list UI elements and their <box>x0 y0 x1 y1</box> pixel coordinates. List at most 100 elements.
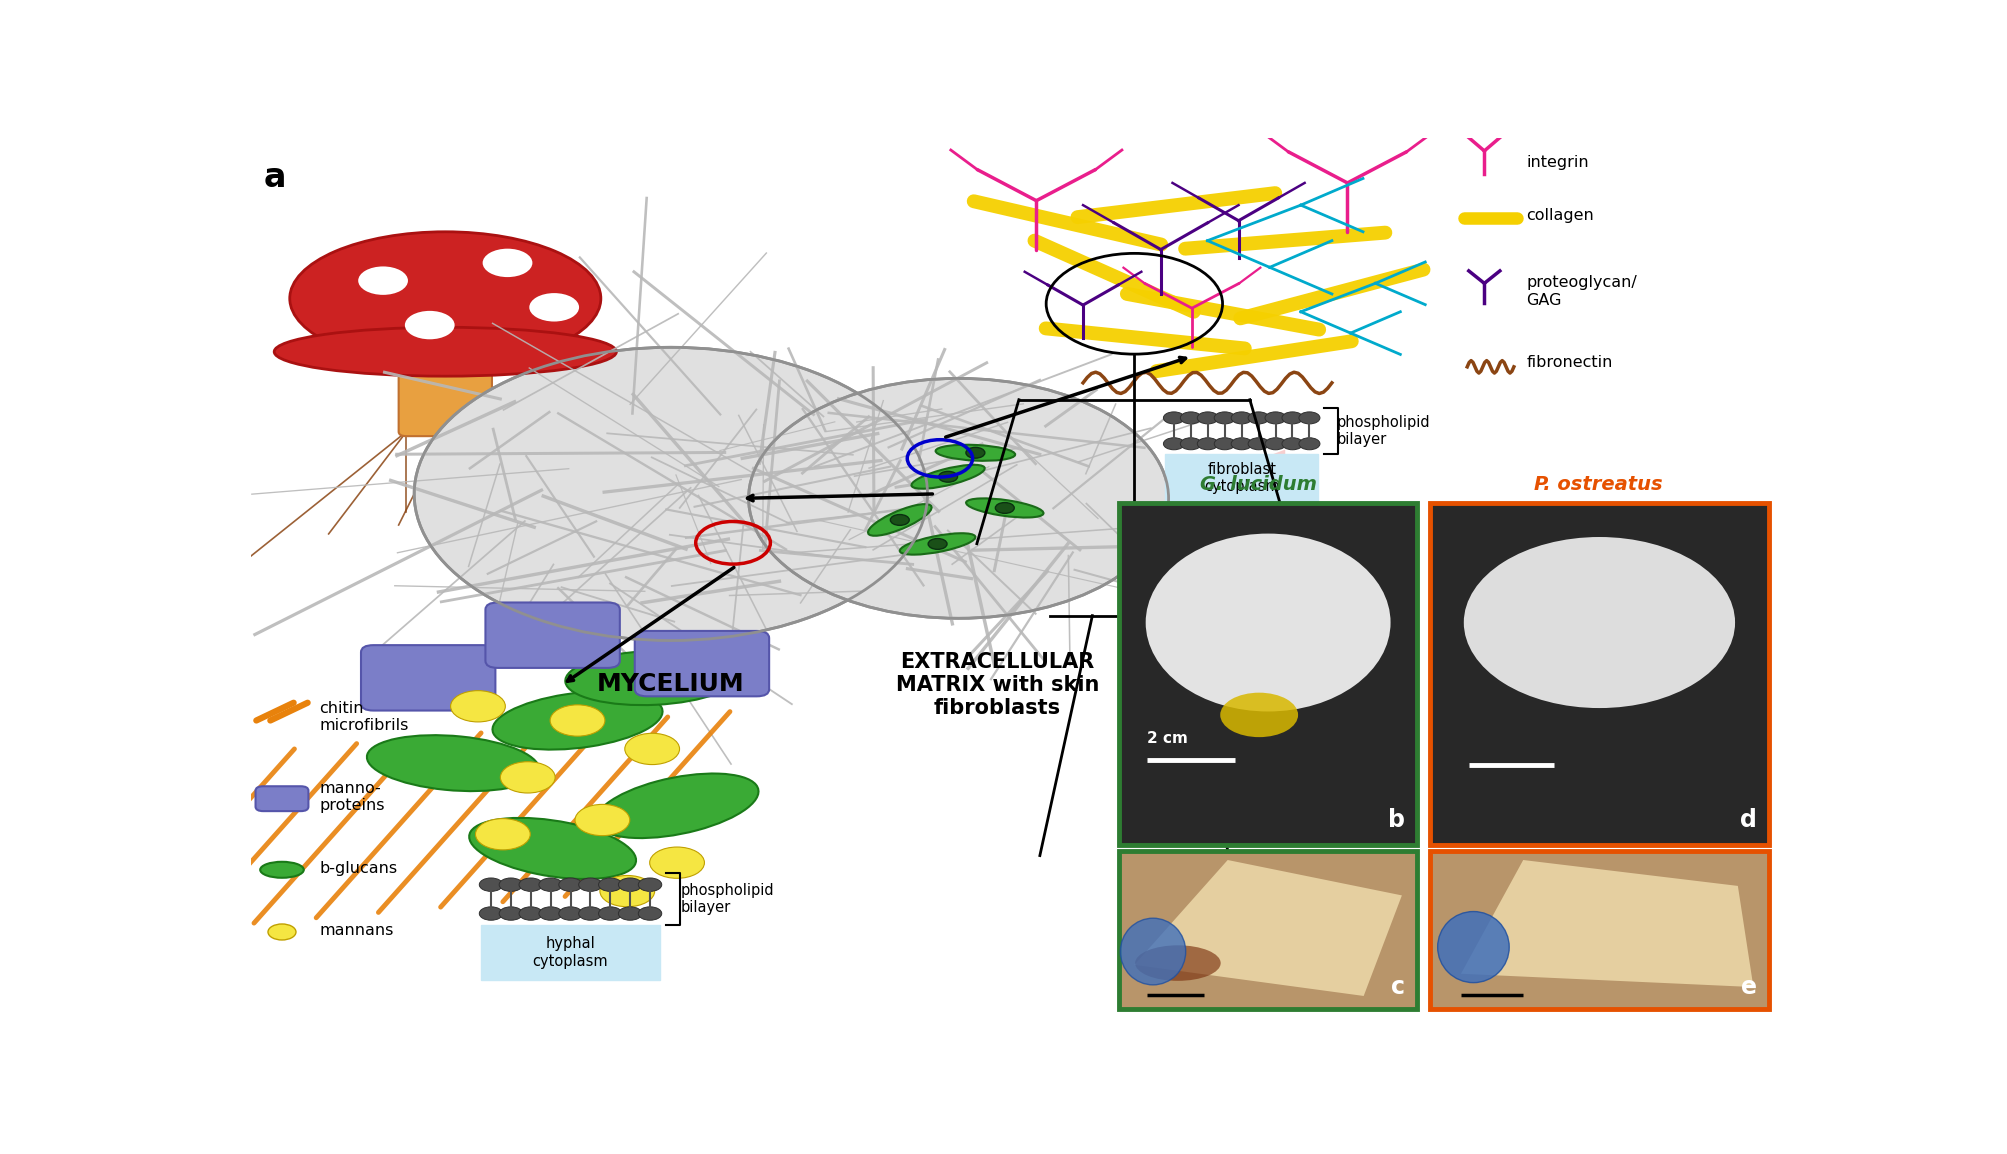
Circle shape <box>520 907 542 920</box>
Circle shape <box>476 818 530 849</box>
Text: G. lucidum: G. lucidum <box>1200 475 1317 494</box>
Circle shape <box>1299 412 1321 424</box>
Circle shape <box>1180 437 1202 450</box>
Circle shape <box>939 471 957 482</box>
Circle shape <box>1180 412 1202 424</box>
Text: phospholipid
bilayer: phospholipid bilayer <box>680 883 775 915</box>
Circle shape <box>480 878 502 891</box>
Circle shape <box>618 907 642 920</box>
Ellipse shape <box>911 465 985 488</box>
Circle shape <box>540 907 562 920</box>
Circle shape <box>578 907 602 920</box>
Ellipse shape <box>275 328 616 376</box>
Ellipse shape <box>935 444 1016 460</box>
FancyBboxPatch shape <box>361 645 496 711</box>
Ellipse shape <box>1120 919 1186 984</box>
Circle shape <box>891 515 909 525</box>
Circle shape <box>1264 437 1286 450</box>
Ellipse shape <box>289 232 600 365</box>
Circle shape <box>1214 437 1234 450</box>
Circle shape <box>650 847 704 878</box>
Circle shape <box>530 293 580 322</box>
Circle shape <box>600 876 654 907</box>
Ellipse shape <box>492 691 662 750</box>
Circle shape <box>618 878 642 891</box>
Text: 2 cm: 2 cm <box>1146 730 1188 745</box>
Ellipse shape <box>1463 537 1736 709</box>
Circle shape <box>452 690 506 722</box>
Circle shape <box>624 733 680 765</box>
Circle shape <box>927 539 947 549</box>
Ellipse shape <box>566 651 739 705</box>
Text: EXTRACELLULAR
MATRIX with skin
fibroblasts: EXTRACELLULAR MATRIX with skin fibroblas… <box>895 652 1100 719</box>
Bar <box>1429 852 1768 1010</box>
Text: fibronectin: fibronectin <box>1525 355 1614 370</box>
FancyBboxPatch shape <box>255 786 309 811</box>
Circle shape <box>550 705 604 736</box>
Circle shape <box>598 907 622 920</box>
Ellipse shape <box>367 735 540 792</box>
Text: manno-
proteins: manno- proteins <box>319 781 385 814</box>
Circle shape <box>1299 437 1321 450</box>
Circle shape <box>405 310 456 339</box>
Circle shape <box>965 448 985 458</box>
Circle shape <box>578 878 602 891</box>
Circle shape <box>1264 412 1286 424</box>
FancyBboxPatch shape <box>486 602 620 668</box>
Circle shape <box>1198 437 1218 450</box>
Circle shape <box>500 762 556 793</box>
Circle shape <box>1214 412 1234 424</box>
Text: a: a <box>263 160 285 194</box>
Circle shape <box>1248 412 1268 424</box>
Polygon shape <box>1168 450 1284 539</box>
Circle shape <box>480 907 502 920</box>
Text: d: d <box>1740 809 1756 832</box>
Text: proteoglycan/
GAG: proteoglycan/ GAG <box>1525 275 1638 307</box>
Ellipse shape <box>1437 912 1509 983</box>
Circle shape <box>1282 412 1303 424</box>
Ellipse shape <box>867 504 931 535</box>
Circle shape <box>1248 437 1268 450</box>
Circle shape <box>413 347 927 640</box>
Ellipse shape <box>470 818 636 879</box>
Text: hyphal
cytoplasm: hyphal cytoplasm <box>532 936 608 968</box>
Text: collagen: collagen <box>1525 208 1594 223</box>
Ellipse shape <box>965 499 1044 517</box>
Circle shape <box>995 502 1014 514</box>
Circle shape <box>1282 437 1303 450</box>
Bar <box>1429 503 1768 845</box>
Polygon shape <box>1461 860 1754 987</box>
Text: phospholipid
bilayer: phospholipid bilayer <box>1337 414 1431 447</box>
Bar <box>482 924 660 980</box>
Circle shape <box>558 878 582 891</box>
FancyBboxPatch shape <box>399 330 492 436</box>
Ellipse shape <box>596 773 759 838</box>
Circle shape <box>540 878 562 891</box>
Text: c: c <box>1391 975 1405 998</box>
Circle shape <box>482 248 532 277</box>
Text: integrin: integrin <box>1525 155 1590 170</box>
Circle shape <box>1164 412 1184 424</box>
Circle shape <box>500 907 522 920</box>
Circle shape <box>558 907 582 920</box>
Text: mannans: mannans <box>319 923 393 938</box>
Circle shape <box>598 878 622 891</box>
Circle shape <box>638 878 662 891</box>
Text: b: b <box>1389 809 1405 832</box>
Polygon shape <box>1134 860 1401 996</box>
Circle shape <box>357 267 407 295</box>
Bar <box>1118 503 1417 845</box>
Circle shape <box>500 878 522 891</box>
Ellipse shape <box>261 862 303 878</box>
Circle shape <box>638 907 662 920</box>
Ellipse shape <box>1136 945 1220 981</box>
Circle shape <box>749 379 1168 619</box>
Circle shape <box>1164 437 1184 450</box>
Text: MYCELIUM: MYCELIUM <box>596 672 745 696</box>
Bar <box>1118 852 1417 1010</box>
Circle shape <box>576 804 630 835</box>
Circle shape <box>1230 437 1252 450</box>
Bar <box>1166 454 1319 503</box>
Text: P. ostreatus: P. ostreatus <box>1533 475 1662 494</box>
Text: chitin
microfibrils: chitin microfibrils <box>319 700 409 733</box>
